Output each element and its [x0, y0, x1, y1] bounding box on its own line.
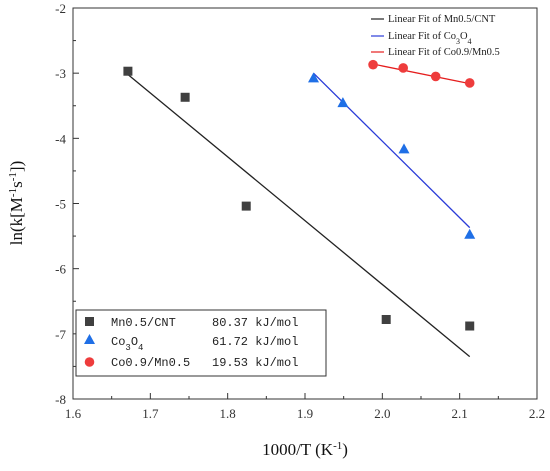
legend-marker-triangle — [84, 334, 95, 344]
data-point-mn-cnt — [381, 314, 391, 324]
y-tick-label: -8 — [55, 392, 66, 407]
fit-line-mn-cnt — [127, 73, 471, 358]
data-point-mn-cnt — [241, 201, 251, 211]
fit-line-co3o4 — [313, 72, 471, 229]
x-axis-title: 1000/T (K-1) — [262, 440, 348, 459]
data-point-mn-cnt — [123, 66, 133, 76]
fit-line-co-mn — [372, 63, 470, 85]
data-point-mn-cnt — [180, 92, 190, 102]
y-axis-ticks: -2 -3 -4 -5 -6 -7 -8 — [55, 1, 79, 407]
y-tick-label: -5 — [55, 197, 66, 212]
legend-marker-circle — [84, 357, 95, 367]
data-point-co3o4 — [398, 143, 410, 154]
x-tick-label: 2.1 — [452, 406, 468, 421]
x-axis-ticks: 1.6 1.7 1.8 1.9 2.0 2.1 2.2 — [65, 393, 545, 421]
fit-legend-label-co3o4: Linear Fit of Co3O4 — [388, 31, 472, 46]
x-tick-label: 2.2 — [529, 406, 545, 421]
data-point-co3o4 — [337, 97, 349, 108]
data-point-mn-cnt — [465, 321, 475, 331]
x-tick-label: 1.6 — [65, 406, 82, 421]
fit-legend: Linear Fit of Mn0.5/CNT Linear Fit of Co… — [371, 14, 500, 58]
legend-marker-square — [85, 317, 94, 326]
x-tick-label: 2.0 — [374, 406, 390, 421]
legend-label-co3o4: Co3O4 — [111, 335, 143, 353]
x-tick-label: 1.7 — [142, 406, 159, 421]
point-legend-box — [75, 309, 327, 377]
x-tick-label: 1.8 — [220, 406, 236, 421]
legend-value-mn: 80.37 kJ/mol — [212, 316, 298, 330]
legend-label-co-mn: Co0.9/Mn0.5 — [111, 356, 190, 370]
y-tick-label: -2 — [55, 1, 66, 16]
point-legend: Mn0.5/CNT 80.37 kJ/mol Co3O4 61.72 kJ/mo… — [75, 309, 327, 377]
y-axis-title: ln(k[M-1s-1]) — [7, 161, 26, 245]
data-point-co3o4 — [308, 72, 320, 83]
y-tick-label: -6 — [55, 262, 66, 277]
data-point-co-mn — [368, 59, 378, 70]
y-tick-label: -7 — [55, 327, 66, 342]
data-points — [123, 59, 476, 331]
legend-label-mn: Mn0.5/CNT — [111, 316, 176, 330]
legend-value-co3o4: 61.72 kJ/mol — [212, 335, 298, 349]
x-tick-label: 1.9 — [297, 406, 313, 421]
data-point-co-mn — [464, 78, 475, 88]
data-point-co3o4 — [464, 228, 476, 239]
fit-legend-label-co-mn: Linear Fit of Co0.9/Mn0.5 — [388, 47, 500, 58]
fit-lines — [127, 63, 471, 358]
y-tick-label: -3 — [55, 66, 66, 81]
fit-legend-label-mn: Linear Fit of Mn0.5/CNT — [388, 14, 496, 25]
y-tick-label: -4 — [55, 131, 66, 146]
legend-value-co-mn: 19.53 kJ/mol — [212, 356, 298, 370]
data-point-co-mn — [430, 71, 441, 82]
data-point-co-mn — [398, 63, 409, 73]
